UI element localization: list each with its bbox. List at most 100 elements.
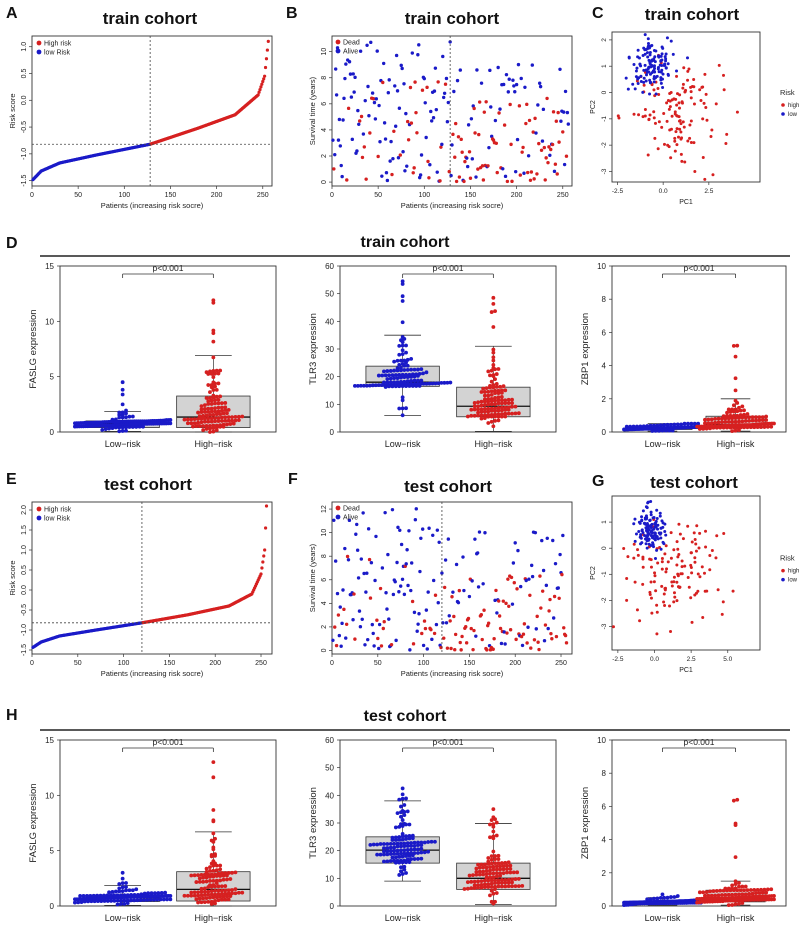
expression-point (427, 381, 432, 386)
pca-point-low (627, 56, 631, 60)
expression-point (482, 882, 487, 887)
expression-point (216, 409, 221, 414)
expression-point (655, 423, 660, 428)
expression-point (395, 358, 400, 363)
dead-point (457, 588, 462, 593)
expression-point (482, 393, 487, 398)
expression-point (141, 424, 145, 429)
expression-point (119, 898, 123, 903)
expression-point (211, 300, 216, 305)
y-tick-label: 20 (325, 373, 334, 382)
expression-point (499, 878, 504, 882)
expression-point (491, 385, 496, 390)
alive-point (446, 537, 451, 541)
pca-point-high (668, 128, 672, 132)
pca-point-high (693, 556, 697, 560)
expression-point (686, 421, 690, 426)
expression-point (218, 424, 223, 429)
expression-point (498, 873, 503, 878)
expression-point (482, 878, 487, 883)
pca-point-high (710, 128, 714, 132)
expression-point (385, 849, 390, 854)
expression-point (496, 853, 501, 858)
panel-title: test cohort (404, 477, 492, 496)
expression-point (740, 404, 745, 409)
alive-point (366, 637, 370, 642)
pca-point-low (645, 546, 649, 550)
expression-point (211, 819, 216, 824)
pca-point-high (689, 565, 693, 569)
expression-point (219, 401, 224, 406)
alive-point (351, 617, 355, 622)
expression-point (201, 428, 206, 432)
expression-point (196, 410, 200, 415)
panel-letter: F (288, 471, 298, 488)
expression-point (748, 425, 753, 430)
expression-point (189, 893, 194, 898)
y-tick-label: 6 (602, 328, 607, 337)
y-tick-label: -1 (601, 571, 608, 577)
pca-point-low (640, 519, 644, 523)
category-label: Low−risk (645, 913, 681, 923)
expression-point (488, 385, 492, 390)
alive-point (474, 175, 478, 179)
expression-point (503, 880, 508, 885)
pca-point-high (656, 87, 660, 91)
expression-point (484, 875, 489, 880)
expression-point (660, 428, 665, 433)
pca-point-low (641, 90, 645, 94)
expression-point (510, 404, 514, 409)
alive-point (386, 91, 391, 95)
expression-point (711, 425, 716, 430)
expression-point (400, 872, 405, 876)
expression-point (496, 401, 501, 406)
expression-point (755, 887, 760, 892)
pca-point-low (663, 530, 667, 534)
y-tick-label: 5 (50, 373, 55, 382)
expression-point (404, 384, 408, 388)
expression-point (731, 888, 736, 893)
dead-point (464, 641, 469, 645)
expression-point (109, 899, 114, 903)
expression-point (503, 860, 508, 865)
expression-point (378, 852, 383, 857)
expression-point (230, 870, 234, 875)
expression-point (117, 882, 122, 886)
dead-point (522, 622, 527, 626)
expression-point (472, 413, 477, 418)
expression-point (479, 413, 484, 418)
alive-point (357, 609, 362, 613)
expression-point (737, 892, 741, 897)
pca-point-high (708, 554, 712, 558)
expression-point (124, 888, 128, 893)
pca-point-high (675, 540, 679, 544)
expression-point (476, 407, 480, 412)
x-tick-label: 100 (418, 660, 430, 667)
alive-point (375, 49, 379, 53)
y-tick-label: 1 (601, 64, 608, 68)
expression-point (764, 418, 769, 422)
alive-point (551, 538, 555, 543)
expression-point (740, 415, 745, 420)
expression-point (491, 807, 496, 812)
alive-point (423, 101, 427, 105)
alive-point (344, 62, 348, 66)
alive-point (358, 625, 363, 629)
pca-point-high (632, 112, 636, 116)
expression-point (491, 871, 496, 876)
expression-point (482, 409, 487, 414)
dead-point (457, 175, 462, 179)
expression-point (759, 887, 763, 892)
alive-point (442, 91, 447, 95)
alive-point (558, 67, 562, 71)
pca-point-high (701, 117, 705, 121)
expression-point (494, 384, 499, 389)
pca-point-high (683, 160, 687, 164)
y-tick-label: 60 (325, 736, 334, 745)
dead-point (492, 636, 496, 641)
dead-point (494, 588, 498, 593)
expression-point (493, 408, 497, 413)
y-tick-label: 0 (601, 546, 608, 550)
dead-point (453, 648, 457, 652)
pca-point-high (660, 567, 664, 571)
